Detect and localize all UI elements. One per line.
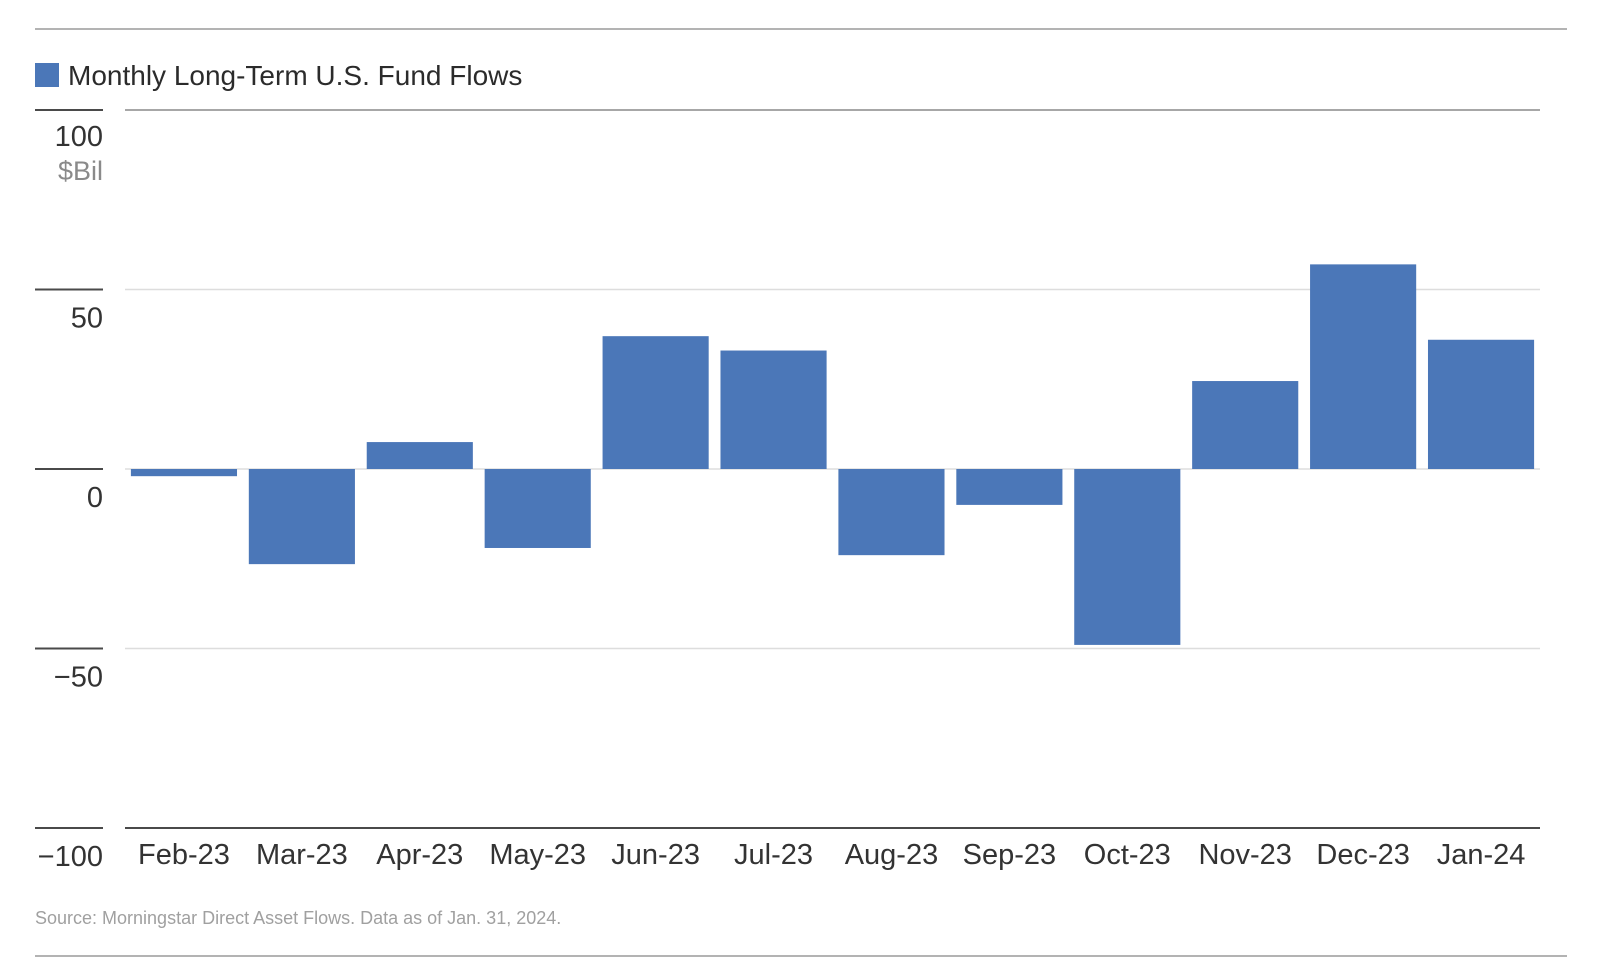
x-tick-label: Jun-23 bbox=[611, 839, 700, 871]
x-tick-label: Apr-23 bbox=[376, 839, 463, 871]
bar-apr-23 bbox=[366, 442, 473, 469]
bar-nov-23 bbox=[1192, 381, 1299, 469]
gridlines bbox=[125, 109, 1540, 829]
x-tick-label: Oct-23 bbox=[1084, 839, 1171, 871]
x-tick-label: Feb-23 bbox=[138, 839, 230, 871]
x-tick-label: Mar-23 bbox=[256, 839, 348, 871]
x-tick-label: Dec-23 bbox=[1316, 839, 1410, 871]
bar-jun-23 bbox=[602, 336, 709, 469]
axes: 100 50 0 −50 −100 Feb-23 Mar-23 Apr-23 May-23 Jun… bbox=[35, 109, 1526, 873]
bar-jan-24 bbox=[1427, 339, 1535, 469]
x-tick-label: Sep-23 bbox=[963, 839, 1057, 871]
legend-swatch bbox=[35, 63, 59, 87]
x-tick-label: Aug-23 bbox=[845, 839, 939, 871]
y-tick-label: 0 bbox=[87, 482, 103, 514]
bars bbox=[130, 264, 1535, 645]
source-note: Source: Morningstar Direct Asset Flows. … bbox=[35, 908, 561, 928]
x-tick-label: May-23 bbox=[489, 839, 586, 871]
bar-mar-23 bbox=[248, 469, 355, 565]
y-tick-label: −100 bbox=[38, 841, 103, 873]
y-tick-label: −50 bbox=[54, 662, 103, 694]
y-tick-label: 50 bbox=[71, 303, 103, 335]
bar-aug-23 bbox=[838, 469, 945, 556]
bar-may-23 bbox=[484, 469, 591, 548]
bar-sep-23 bbox=[956, 469, 1063, 505]
legend-label: Monthly Long-Term U.S. Fund Flows bbox=[68, 60, 522, 91]
y-tick-label: 100 bbox=[55, 121, 103, 153]
x-tick-label: Jul-23 bbox=[734, 839, 813, 871]
bar-oct-23 bbox=[1074, 469, 1181, 645]
bar-feb-23 bbox=[130, 469, 238, 477]
x-tick-label: Nov-23 bbox=[1198, 839, 1292, 871]
bar-jul-23 bbox=[720, 350, 827, 469]
x-tick-label: Jan-24 bbox=[1437, 839, 1526, 871]
y-axis-unit: $Bil bbox=[58, 156, 103, 186]
bar-dec-23 bbox=[1310, 264, 1417, 469]
